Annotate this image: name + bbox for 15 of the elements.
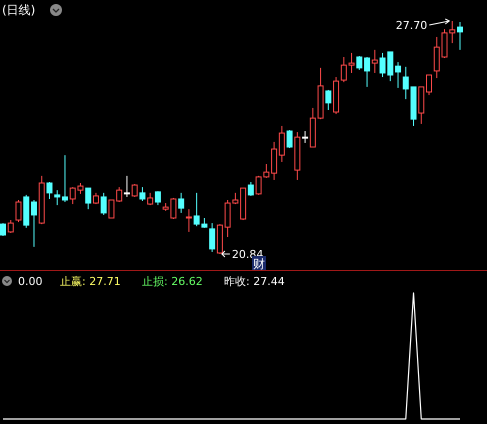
candlestick — [372, 49, 378, 74]
chart-title: (日线) — [2, 3, 36, 17]
candlestick — [54, 190, 60, 206]
candlestick — [457, 22, 463, 50]
text: 止赢: 27.71 — [60, 275, 121, 288]
candlestick — [178, 192, 184, 214]
candlestick — [186, 208, 192, 232]
text: 止损: 26.62 — [142, 275, 203, 288]
annotation: 27.70 — [396, 19, 428, 32]
text: 昨收: 27.44 — [224, 275, 285, 288]
candlestick — [449, 20, 456, 44]
candlestick — [278, 125, 285, 162]
candlestick — [294, 132, 300, 180]
text: 0.00 — [18, 275, 42, 288]
text: 财 — [253, 257, 265, 271]
